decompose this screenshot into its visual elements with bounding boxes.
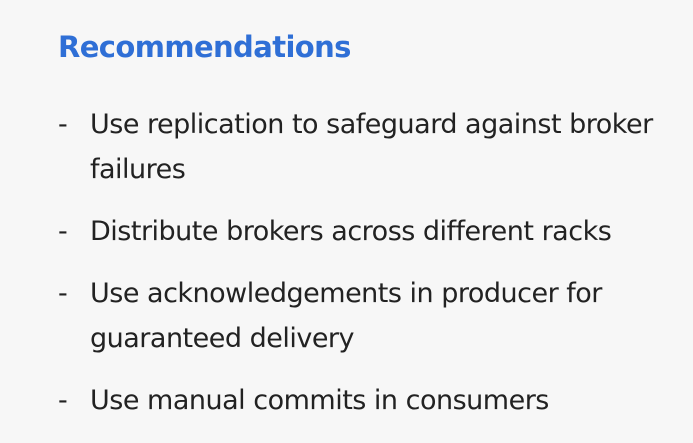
list-item-text: Use manual commits in consumers — [90, 385, 549, 416]
slide-title: Recommendations — [58, 30, 351, 64]
bullet-dash: - — [58, 385, 68, 416]
list-item-text: Distribute brokers across different rack… — [90, 216, 612, 247]
bullet-dash: - — [58, 109, 68, 140]
bullet-dash: - — [58, 278, 68, 309]
list-item: - Use acknowledgements in producer for g… — [58, 271, 678, 361]
list-item: - Distribute brokers across different ra… — [58, 209, 678, 254]
list-item: - Use replication to safeguard against b… — [58, 102, 678, 192]
list-item: - Use manual commits in consumers — [58, 378, 678, 423]
bullet-dash: - — [58, 216, 68, 247]
recommendations-list: - Use replication to safeguard against b… — [58, 102, 678, 423]
list-item-text: Use replication to safeguard against bro… — [90, 109, 653, 185]
list-item-text: Use acknowledgements in producer for gua… — [90, 278, 602, 354]
